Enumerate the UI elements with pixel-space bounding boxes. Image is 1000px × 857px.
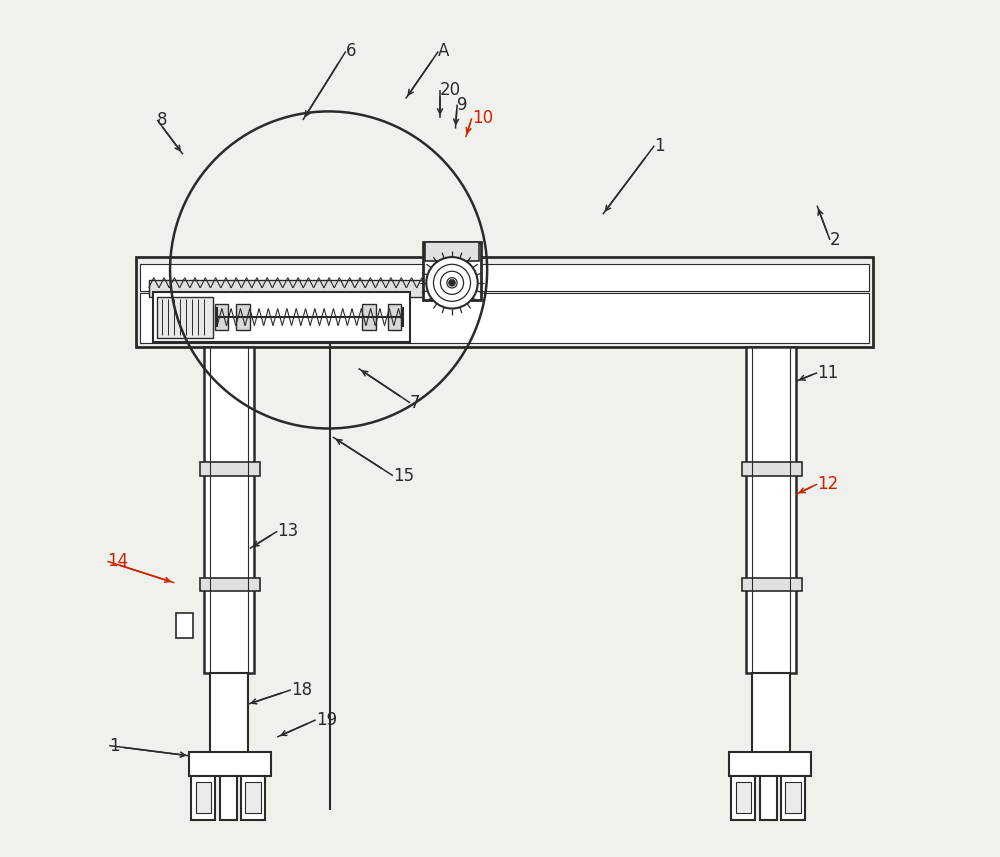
Bar [746,347,796,673]
Text: 14: 14 [107,552,129,571]
Text: 1: 1 [109,736,120,755]
Bar [760,776,777,820]
Bar [736,782,751,813]
Bar [136,257,873,347]
Bar [742,578,802,591]
Text: 6: 6 [346,42,356,61]
Text: 8: 8 [157,111,168,129]
Bar [176,613,193,638]
Text: 15: 15 [393,466,414,485]
Bar [149,280,479,297]
Text: 11: 11 [817,363,838,382]
Bar [220,776,237,820]
Text: 18: 18 [291,680,312,699]
Bar [731,776,755,820]
Text: 2: 2 [830,231,841,249]
Text: 12: 12 [817,475,838,494]
Text: 7: 7 [410,393,421,412]
Text: 19: 19 [316,710,337,729]
Bar [423,242,481,300]
Bar [241,776,265,820]
Text: A: A [438,42,450,61]
Text: 9: 9 [457,95,468,114]
Text: 20: 20 [440,81,461,99]
Bar [140,264,869,291]
Circle shape [426,257,478,309]
Text: 1: 1 [654,136,665,155]
Text: 13: 13 [277,522,298,541]
Bar [752,673,790,754]
Bar [215,304,228,330]
Bar [425,242,479,261]
Bar [785,782,801,813]
Bar [157,297,213,338]
Bar [236,304,250,330]
Bar [210,673,248,754]
Bar [200,578,260,591]
Bar [196,782,211,813]
Circle shape [449,279,455,286]
Bar [140,293,869,343]
Bar [245,782,261,813]
Bar [189,752,271,776]
Bar [362,304,376,330]
Text: 10: 10 [472,109,493,128]
Bar [388,304,401,330]
Bar [200,462,260,476]
Bar [781,776,805,820]
Bar [153,292,410,342]
Bar [204,347,254,673]
Bar [729,752,811,776]
Bar [742,462,802,476]
Bar [191,776,215,820]
